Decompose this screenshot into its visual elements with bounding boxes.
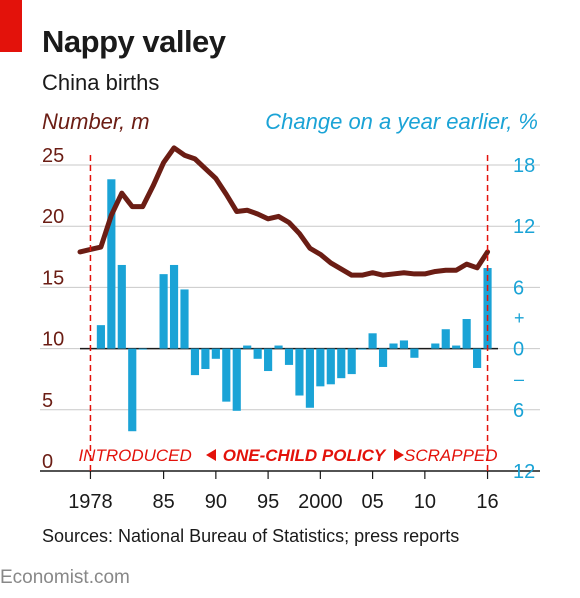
change-bar xyxy=(169,264,179,349)
right-tick-label: 6 xyxy=(513,277,524,299)
change-bar xyxy=(347,348,356,375)
arrow-left-icon xyxy=(206,449,216,461)
change-bar xyxy=(431,343,440,349)
policy-annotation: INTRODUCED ONE-CHILD POLICY SCRAPPED xyxy=(78,155,498,473)
x-tick-label: 1978 xyxy=(68,491,113,513)
change-bar xyxy=(389,343,398,349)
change-bar xyxy=(253,348,262,359)
left-axis-title: Number, m xyxy=(42,109,150,134)
x-tick-label: 85 xyxy=(152,491,174,513)
left-tick-label: 20 xyxy=(42,206,64,228)
change-bar xyxy=(117,264,126,349)
introduced-label: INTRODUCED xyxy=(78,446,191,465)
change-bar xyxy=(211,348,220,359)
change-bar xyxy=(410,348,419,358)
x-tick-label: 90 xyxy=(205,491,227,513)
source-note: Sources: National Bureau of Statistics; … xyxy=(42,526,460,546)
plus-sign: + xyxy=(514,308,525,328)
change-bar xyxy=(128,348,137,432)
right-axis-title: Change on a year earlier, % xyxy=(265,109,538,134)
change-bar xyxy=(243,345,252,349)
scrapped-label: SCRAPPED xyxy=(404,446,498,465)
change-bar xyxy=(107,179,116,349)
change-bar xyxy=(96,325,105,349)
change-bar xyxy=(222,348,231,402)
change-bar xyxy=(190,348,200,376)
change-bar xyxy=(201,348,210,369)
chart-title: Nappy valley xyxy=(42,24,226,59)
left-axis-ticks: 0 5 10 15 20 25 xyxy=(42,145,64,473)
change-bar xyxy=(316,348,325,387)
x-tick-label: 10 xyxy=(414,491,436,513)
brand-footer: Economist.com xyxy=(0,567,130,588)
chart-subtitle: China births xyxy=(42,70,160,95)
brand-red-tag xyxy=(0,0,22,52)
change-bar xyxy=(368,333,377,349)
change-bar xyxy=(378,348,388,367)
minus-sign: – xyxy=(514,369,524,389)
x-tick-label: 2000 xyxy=(298,491,343,513)
change-bar xyxy=(462,319,471,349)
change-bar xyxy=(180,289,189,349)
left-tick-label: 25 xyxy=(42,145,64,167)
right-tick-label: 6 xyxy=(513,400,524,422)
left-tick-label: 0 xyxy=(42,451,53,473)
change-bar xyxy=(274,345,283,349)
left-tick-label: 15 xyxy=(42,267,64,289)
x-tick-label: 95 xyxy=(257,491,279,513)
change-bar xyxy=(358,348,367,350)
right-axis-ticks: 18 12 6 0 6 12 + – xyxy=(513,155,535,483)
x-tick-label: 16 xyxy=(476,491,498,513)
change-bar xyxy=(441,329,450,349)
change-bar xyxy=(337,348,346,379)
change-bar xyxy=(284,348,294,365)
one-child-policy-label: ONE-CHILD POLICY xyxy=(223,446,387,465)
change-bar xyxy=(305,348,314,408)
x-tick-label: 05 xyxy=(361,491,383,513)
change-bar xyxy=(159,274,168,349)
change-bar xyxy=(473,348,482,368)
right-tick-label: 18 xyxy=(513,155,535,177)
change-bars xyxy=(96,179,492,432)
right-tick-label: 0 xyxy=(513,339,524,361)
change-bar xyxy=(295,348,304,396)
change-bar xyxy=(399,340,409,349)
arrow-right-icon xyxy=(394,449,404,461)
right-tick-label: 12 xyxy=(513,216,535,238)
left-tick-label: 10 xyxy=(42,329,64,351)
births-line xyxy=(77,145,491,278)
change-bar xyxy=(232,348,241,411)
births-line-group xyxy=(77,145,491,278)
x-axis-ticks: 1978 85 90 95 2000 05 10 16 xyxy=(68,471,499,513)
change-bar xyxy=(138,348,147,350)
left-tick-label: 5 xyxy=(42,390,53,412)
change-bar xyxy=(326,348,335,385)
right-tick-label: 12 xyxy=(513,461,535,483)
change-bar xyxy=(452,345,461,349)
change-bar xyxy=(264,348,273,372)
